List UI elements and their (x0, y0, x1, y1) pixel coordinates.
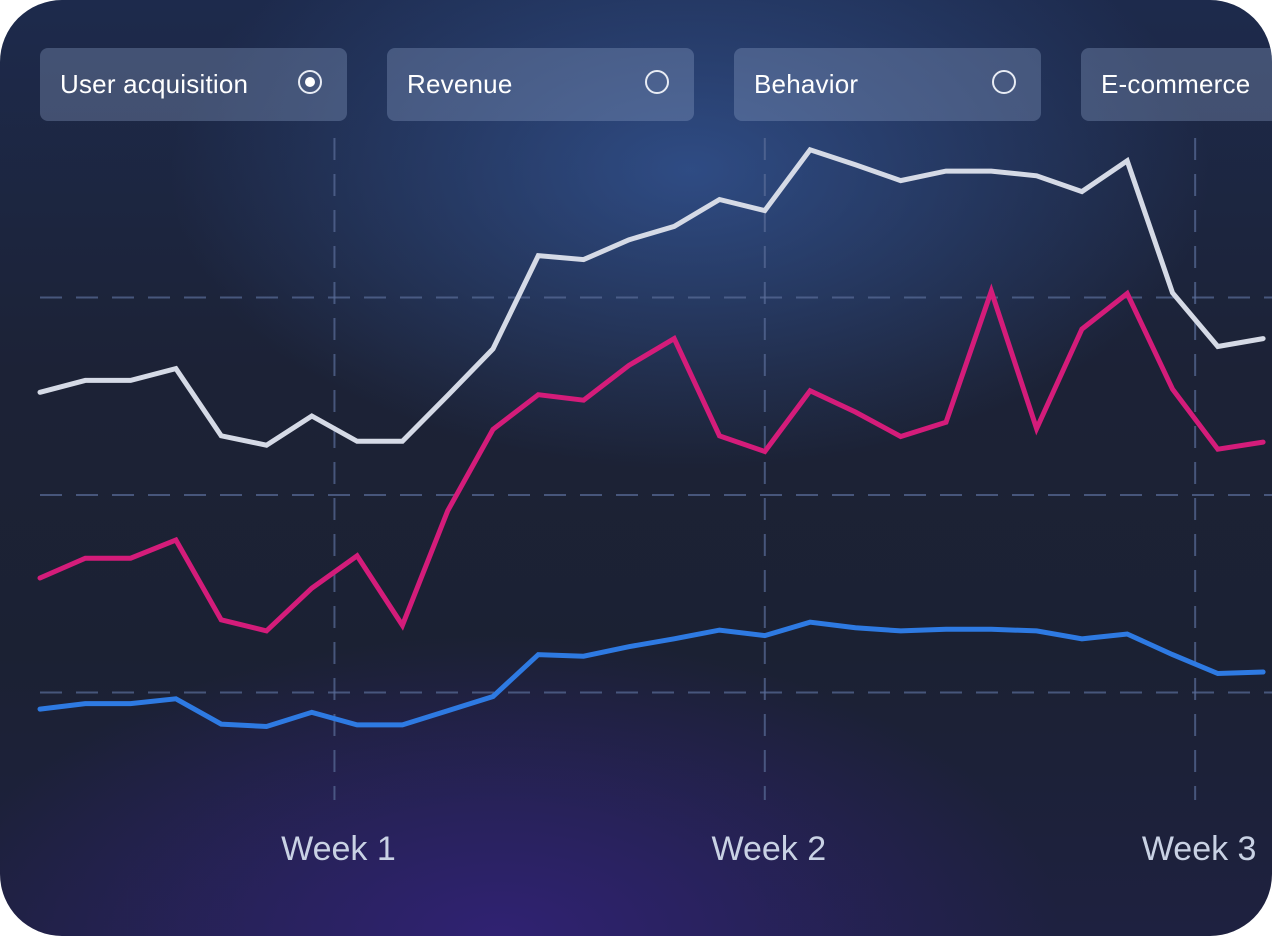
x-tick-label-3: Week 3 (1142, 830, 1257, 868)
series-line-1 (37, 146, 1266, 448)
tab-label: Revenue (407, 69, 513, 99)
tab-label: E-commerce (1101, 69, 1251, 99)
radio-icon[interactable] (992, 70, 1016, 94)
tab-user-acquisition[interactable]: User acquisition (40, 48, 347, 121)
series-line-3 (37, 619, 1266, 730)
x-tick-label-2: Week 2 (711, 830, 826, 868)
tab-behavior[interactable]: Behavior (734, 48, 1041, 121)
series-line-2 (37, 283, 1266, 634)
radio-selected-icon[interactable] (298, 70, 322, 94)
series-layer (37, 146, 1266, 730)
tab-label: User acquisition (60, 69, 249, 99)
radio-icon[interactable] (645, 70, 669, 94)
tick-labels: Week 1 Week 2 Week 3 (281, 830, 1256, 868)
tab-label: Behavior (754, 69, 859, 99)
x-tick-label-1: Week 1 (281, 830, 396, 868)
tab-e-commerce[interactable]: E-commerce (1081, 48, 1272, 121)
grid-layer (40, 138, 1272, 800)
tab-revenue[interactable]: Revenue (387, 48, 694, 121)
